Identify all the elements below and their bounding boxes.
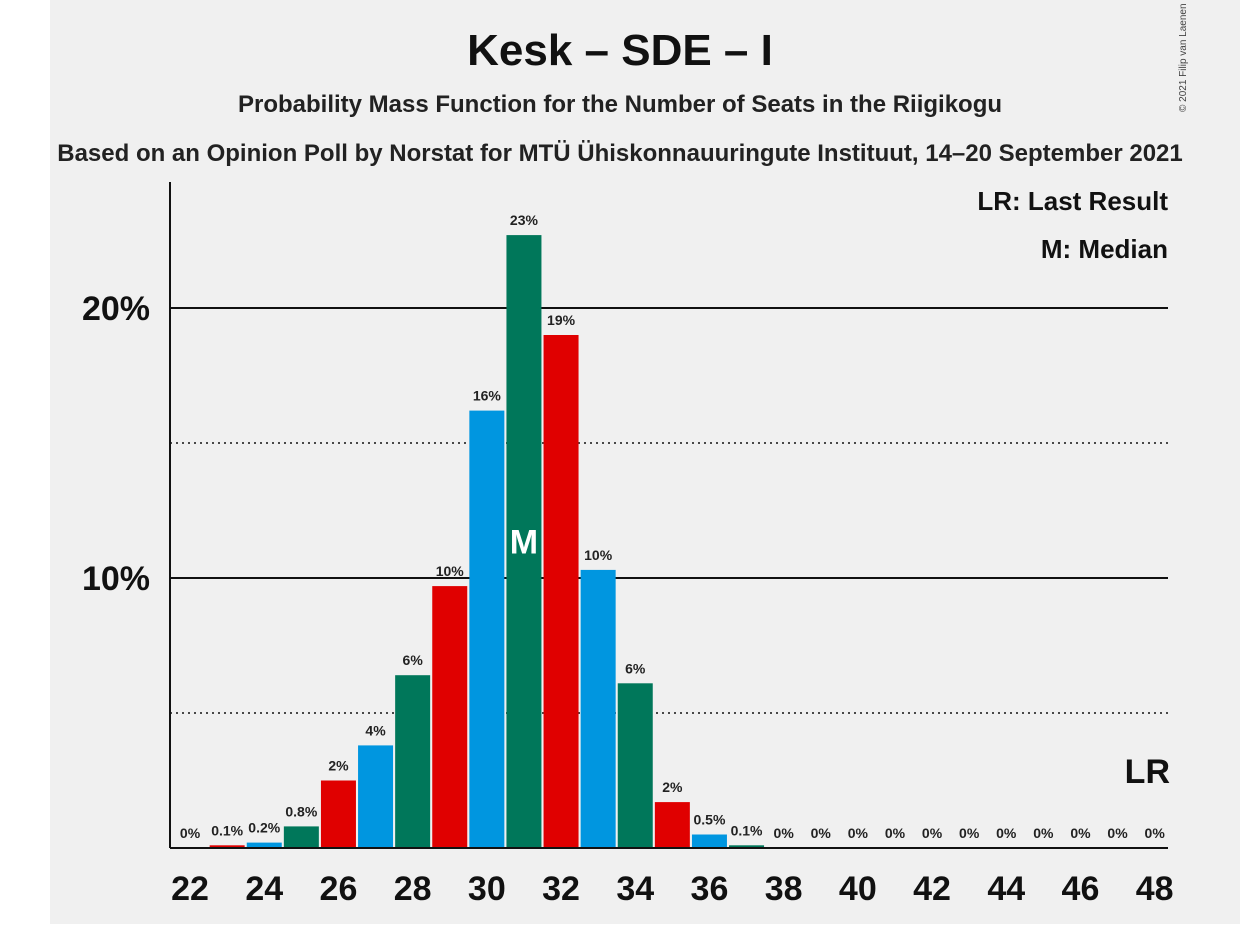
bar-37 bbox=[729, 845, 765, 848]
bar-26 bbox=[320, 780, 356, 848]
value-label-37: 0.1% bbox=[731, 822, 763, 838]
value-label-47: 0% bbox=[1107, 825, 1128, 841]
value-label-48: 0% bbox=[1145, 825, 1166, 841]
value-label-36: 0.5% bbox=[693, 812, 725, 828]
x-tick-label-46: 46 bbox=[1062, 870, 1100, 908]
value-label-30: 16% bbox=[473, 388, 502, 404]
x-axis-tick-labels: 22 24 26 28 30 32 34 36 38 40 42 44 46 48 bbox=[171, 870, 1173, 908]
x-tick-label-32: 32 bbox=[542, 870, 580, 908]
bar-34 bbox=[617, 683, 653, 848]
bar-36 bbox=[691, 834, 727, 848]
value-label-35: 2% bbox=[662, 779, 683, 795]
bar-27 bbox=[358, 745, 394, 848]
bar-25 bbox=[283, 826, 319, 848]
x-tick-label-22: 22 bbox=[171, 870, 209, 908]
bar-29 bbox=[432, 586, 468, 848]
value-label-33: 10% bbox=[584, 547, 613, 563]
median-marker: M bbox=[510, 524, 538, 562]
value-label-25: 0.8% bbox=[285, 803, 317, 819]
x-tick-label-34: 34 bbox=[616, 870, 654, 908]
bar-33 bbox=[580, 569, 616, 848]
bar-32 bbox=[543, 335, 579, 848]
value-label-23: 0.1% bbox=[211, 822, 243, 838]
bar-35 bbox=[654, 802, 690, 848]
x-tick-label-28: 28 bbox=[394, 870, 432, 908]
bar-31 bbox=[506, 235, 542, 849]
chart-subtitle: Probability Mass Function for the Number… bbox=[238, 91, 1002, 118]
bar-23 bbox=[209, 845, 245, 848]
x-tick-label-24: 24 bbox=[245, 870, 283, 908]
value-label-39: 0% bbox=[811, 825, 832, 841]
value-label-46: 0% bbox=[1070, 825, 1091, 841]
x-tick-label-26: 26 bbox=[320, 870, 358, 908]
x-tick-label-40: 40 bbox=[839, 870, 877, 908]
x-tick-label-30: 30 bbox=[468, 870, 506, 908]
value-label-26: 2% bbox=[328, 758, 349, 774]
copyright-text: © 2021 Filip van Laenen bbox=[1178, 3, 1189, 112]
value-label-43: 0% bbox=[959, 825, 980, 841]
x-tick-label-48: 48 bbox=[1136, 870, 1174, 908]
chart-source: Based on an Opinion Poll by Norstat for … bbox=[57, 140, 1183, 167]
value-label-40: 0% bbox=[848, 825, 869, 841]
x-tick-label-38: 38 bbox=[765, 870, 803, 908]
value-label-27: 4% bbox=[365, 722, 386, 738]
value-label-42: 0% bbox=[922, 825, 943, 841]
last-result-marker: LR bbox=[1125, 753, 1170, 791]
value-label-44: 0% bbox=[996, 825, 1017, 841]
y-tick-label-20: 20% bbox=[82, 290, 150, 328]
x-tick-label-44: 44 bbox=[987, 870, 1025, 908]
value-label-38: 0% bbox=[774, 825, 795, 841]
x-tick-label-36: 36 bbox=[691, 870, 729, 908]
legend-median: M: Median bbox=[1041, 234, 1168, 264]
value-label-28: 6% bbox=[403, 652, 424, 668]
bars bbox=[209, 235, 765, 849]
value-label-29: 10% bbox=[436, 563, 465, 579]
value-label-34: 6% bbox=[625, 660, 646, 676]
value-label-45: 0% bbox=[1033, 825, 1054, 841]
value-label-24: 0.2% bbox=[248, 820, 280, 836]
bar-24 bbox=[246, 842, 282, 848]
y-tick-label-10: 10% bbox=[82, 560, 150, 598]
value-label-31: 23% bbox=[510, 212, 539, 228]
bar-28 bbox=[395, 675, 431, 848]
y-axis-tick-labels: 10% 20% bbox=[82, 290, 150, 598]
x-tick-label-42: 42 bbox=[913, 870, 951, 908]
value-label-32: 19% bbox=[547, 312, 576, 328]
value-label-22: 0% bbox=[180, 825, 201, 841]
legend-last-result: LR: Last Result bbox=[977, 186, 1168, 216]
chart-title: Kesk – SDE – I bbox=[467, 26, 773, 75]
gridlines bbox=[170, 307, 1168, 714]
value-labels: 0% 0.1% 0.2% 0.8% 2% 4% 6% 10% 16% 23% 19% 10% 6% 2% 0… bbox=[180, 212, 1165, 841]
bar-30 bbox=[469, 410, 505, 848]
value-label-41: 0% bbox=[885, 825, 906, 841]
